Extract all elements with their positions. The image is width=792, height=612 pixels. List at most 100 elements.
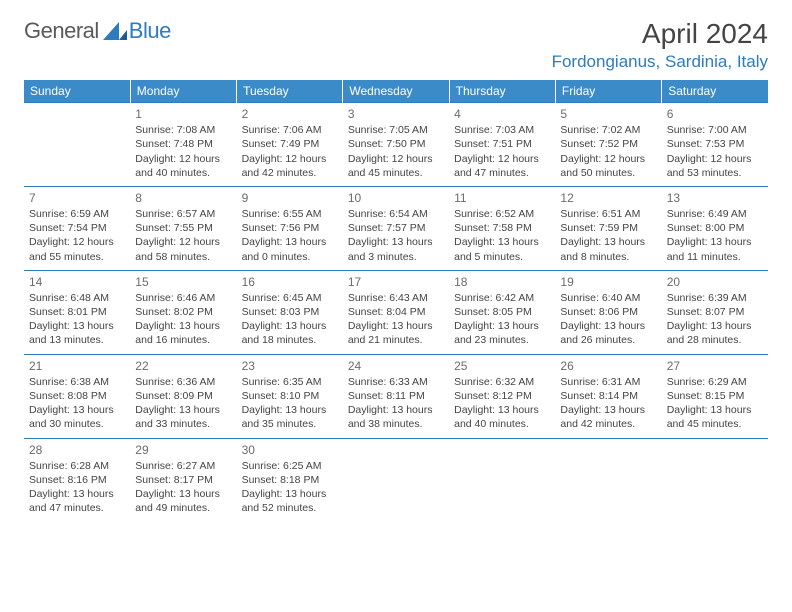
sunrise-line: Sunrise: 7:08 AM [135,123,231,137]
calendar-cell: 16Sunrise: 6:45 AMSunset: 8:03 PMDayligh… [237,270,343,354]
daylight-line-1: Daylight: 13 hours [348,235,444,249]
daylight-line-2: and 16 minutes. [135,333,231,347]
daylight-line-1: Daylight: 12 hours [348,152,444,166]
day-number: 16 [242,274,338,290]
day-number: 3 [348,106,444,122]
sunset-line: Sunset: 7:49 PM [242,137,338,151]
sunset-line: Sunset: 7:48 PM [135,137,231,151]
calendar-row: 7Sunrise: 6:59 AMSunset: 7:54 PMDaylight… [24,186,768,270]
daylight-line-2: and 5 minutes. [454,250,550,264]
weekday-header: Sunday [24,80,130,103]
header: General Blue April 2024 Fordongianus, Sa… [24,18,768,72]
calendar-cell: 19Sunrise: 6:40 AMSunset: 8:06 PMDayligh… [555,270,661,354]
daylight-line-1: Daylight: 12 hours [560,152,656,166]
sunset-line: Sunset: 8:02 PM [135,305,231,319]
day-number: 2 [242,106,338,122]
calendar-body: 1Sunrise: 7:08 AMSunset: 7:48 PM Daylight… [24,103,768,522]
weekday-header: Thursday [449,80,555,103]
day-number: 23 [242,358,338,374]
calendar-cell: 21Sunrise: 6:38 AMSunset: 8:08 PMDayligh… [24,354,130,438]
calendar-cell: 11Sunrise: 6:52 AMSunset: 7:58 PMDayligh… [449,186,555,270]
weekday-header: Saturday [662,80,768,103]
sunrise-line: Sunrise: 6:51 AM [560,207,656,221]
daylight-line-1: Daylight: 13 hours [667,403,763,417]
day-number: 12 [560,190,656,206]
calendar-cell: 12Sunrise: 6:51 AMSunset: 7:59 PMDayligh… [555,186,661,270]
sunset-line: Sunset: 7:59 PM [560,221,656,235]
weekday-header-row: Sunday Monday Tuesday Wednesday Thursday… [24,80,768,103]
daylight-line-2: and 13 minutes. [29,333,125,347]
daylight-line-2: and 53 minutes. [667,166,763,180]
sunset-line: Sunset: 7:51 PM [454,137,550,151]
day-number: 21 [29,358,125,374]
sunset-line: Sunset: 8:18 PM [242,473,338,487]
weekday-header: Monday [130,80,236,103]
sunset-line: Sunset: 7:55 PM [135,221,231,235]
calendar-row: 1Sunrise: 7:08 AMSunset: 7:48 PM Daylight… [24,103,768,187]
calendar-table: Sunday Monday Tuesday Wednesday Thursday… [24,80,768,521]
daylight-line-2: and 55 minutes. [29,250,125,264]
calendar-cell: 20Sunrise: 6:39 AMSunset: 8:07 PMDayligh… [662,270,768,354]
daylight-line-2: and 52 minutes. [242,501,338,515]
day-number: 18 [454,274,550,290]
daylight-line-1: Daylight: 13 hours [135,319,231,333]
sunset-line: Sunset: 8:00 PM [667,221,763,235]
daylight-line-1: Daylight: 13 hours [454,403,550,417]
sunset-line: Sunset: 8:10 PM [242,389,338,403]
sunrise-line: Sunrise: 6:52 AM [454,207,550,221]
daylight-line-2: and 35 minutes. [242,417,338,431]
daylight-line-2: and 23 minutes. [454,333,550,347]
sunset-line: Sunset: 7:58 PM [454,221,550,235]
sunrise-line: Sunrise: 7:00 AM [667,123,763,137]
sunset-line: Sunset: 8:09 PM [135,389,231,403]
daylight-line-1: Daylight: 12 hours [29,235,125,249]
sunrise-line: Sunrise: 6:33 AM [348,375,444,389]
sunset-line: Sunset: 8:05 PM [454,305,550,319]
daylight-line-2: and 40 minutes. [454,417,550,431]
daylight-line-1: Daylight: 13 hours [242,319,338,333]
calendar-cell: 10Sunrise: 6:54 AMSunset: 7:57 PMDayligh… [343,186,449,270]
day-number: 1 [135,106,231,122]
sunrise-line: Sunrise: 6:29 AM [667,375,763,389]
daylight-line-2: and 38 minutes. [348,417,444,431]
day-number: 4 [454,106,550,122]
calendar-cell: 25Sunrise: 6:32 AMSunset: 8:12 PMDayligh… [449,354,555,438]
calendar-cell: 27Sunrise: 6:29 AMSunset: 8:15 PMDayligh… [662,354,768,438]
daylight-line-1: Daylight: 13 hours [242,487,338,501]
sunrise-line: Sunrise: 6:36 AM [135,375,231,389]
calendar-cell: 28Sunrise: 6:28 AMSunset: 8:16 PMDayligh… [24,438,130,521]
daylight-line-1: Daylight: 13 hours [242,403,338,417]
calendar-cell [449,438,555,521]
calendar-cell: 30Sunrise: 6:25 AMSunset: 8:18 PMDayligh… [237,438,343,521]
day-number: 29 [135,442,231,458]
calendar-cell: 5Sunrise: 7:02 AMSunset: 7:52 PMDaylight… [555,103,661,187]
day-number: 26 [560,358,656,374]
sunrise-line: Sunrise: 6:35 AM [242,375,338,389]
sunset-line: Sunset: 7:54 PM [29,221,125,235]
sunrise-line: Sunrise: 6:59 AM [29,207,125,221]
day-number: 8 [135,190,231,206]
daylight-line-1: Daylight: 13 hours [135,403,231,417]
daylight-line-2: and 3 minutes. [348,250,444,264]
daylight-line-2: and 42 minutes. [560,417,656,431]
sunrise-line: Sunrise: 6:55 AM [242,207,338,221]
calendar-cell: 24Sunrise: 6:33 AMSunset: 8:11 PMDayligh… [343,354,449,438]
sunrise-line: Sunrise: 6:25 AM [242,459,338,473]
calendar-cell: 23Sunrise: 6:35 AMSunset: 8:10 PMDayligh… [237,354,343,438]
location-text: Fordongianus, Sardinia, Italy [552,52,768,72]
daylight-line-1: Daylight: 13 hours [348,319,444,333]
sunset-line: Sunset: 7:57 PM [348,221,444,235]
sunrise-line: Sunrise: 6:28 AM [29,459,125,473]
daylight-line-2: and 42 minutes. [242,166,338,180]
day-number: 13 [667,190,763,206]
calendar-cell: 3Sunrise: 7:05 AMSunset: 7:50 PMDaylight… [343,103,449,187]
daylight-line-2: and 49 minutes. [135,501,231,515]
sunrise-line: Sunrise: 6:42 AM [454,291,550,305]
day-number: 10 [348,190,444,206]
sunrise-line: Sunrise: 6:38 AM [29,375,125,389]
daylight-line-2: and 21 minutes. [348,333,444,347]
daylight-line-1: Daylight: 13 hours [454,319,550,333]
calendar-cell: 13Sunrise: 6:49 AMSunset: 8:00 PMDayligh… [662,186,768,270]
logo-triangle-icon [103,22,127,40]
sunset-line: Sunset: 8:16 PM [29,473,125,487]
